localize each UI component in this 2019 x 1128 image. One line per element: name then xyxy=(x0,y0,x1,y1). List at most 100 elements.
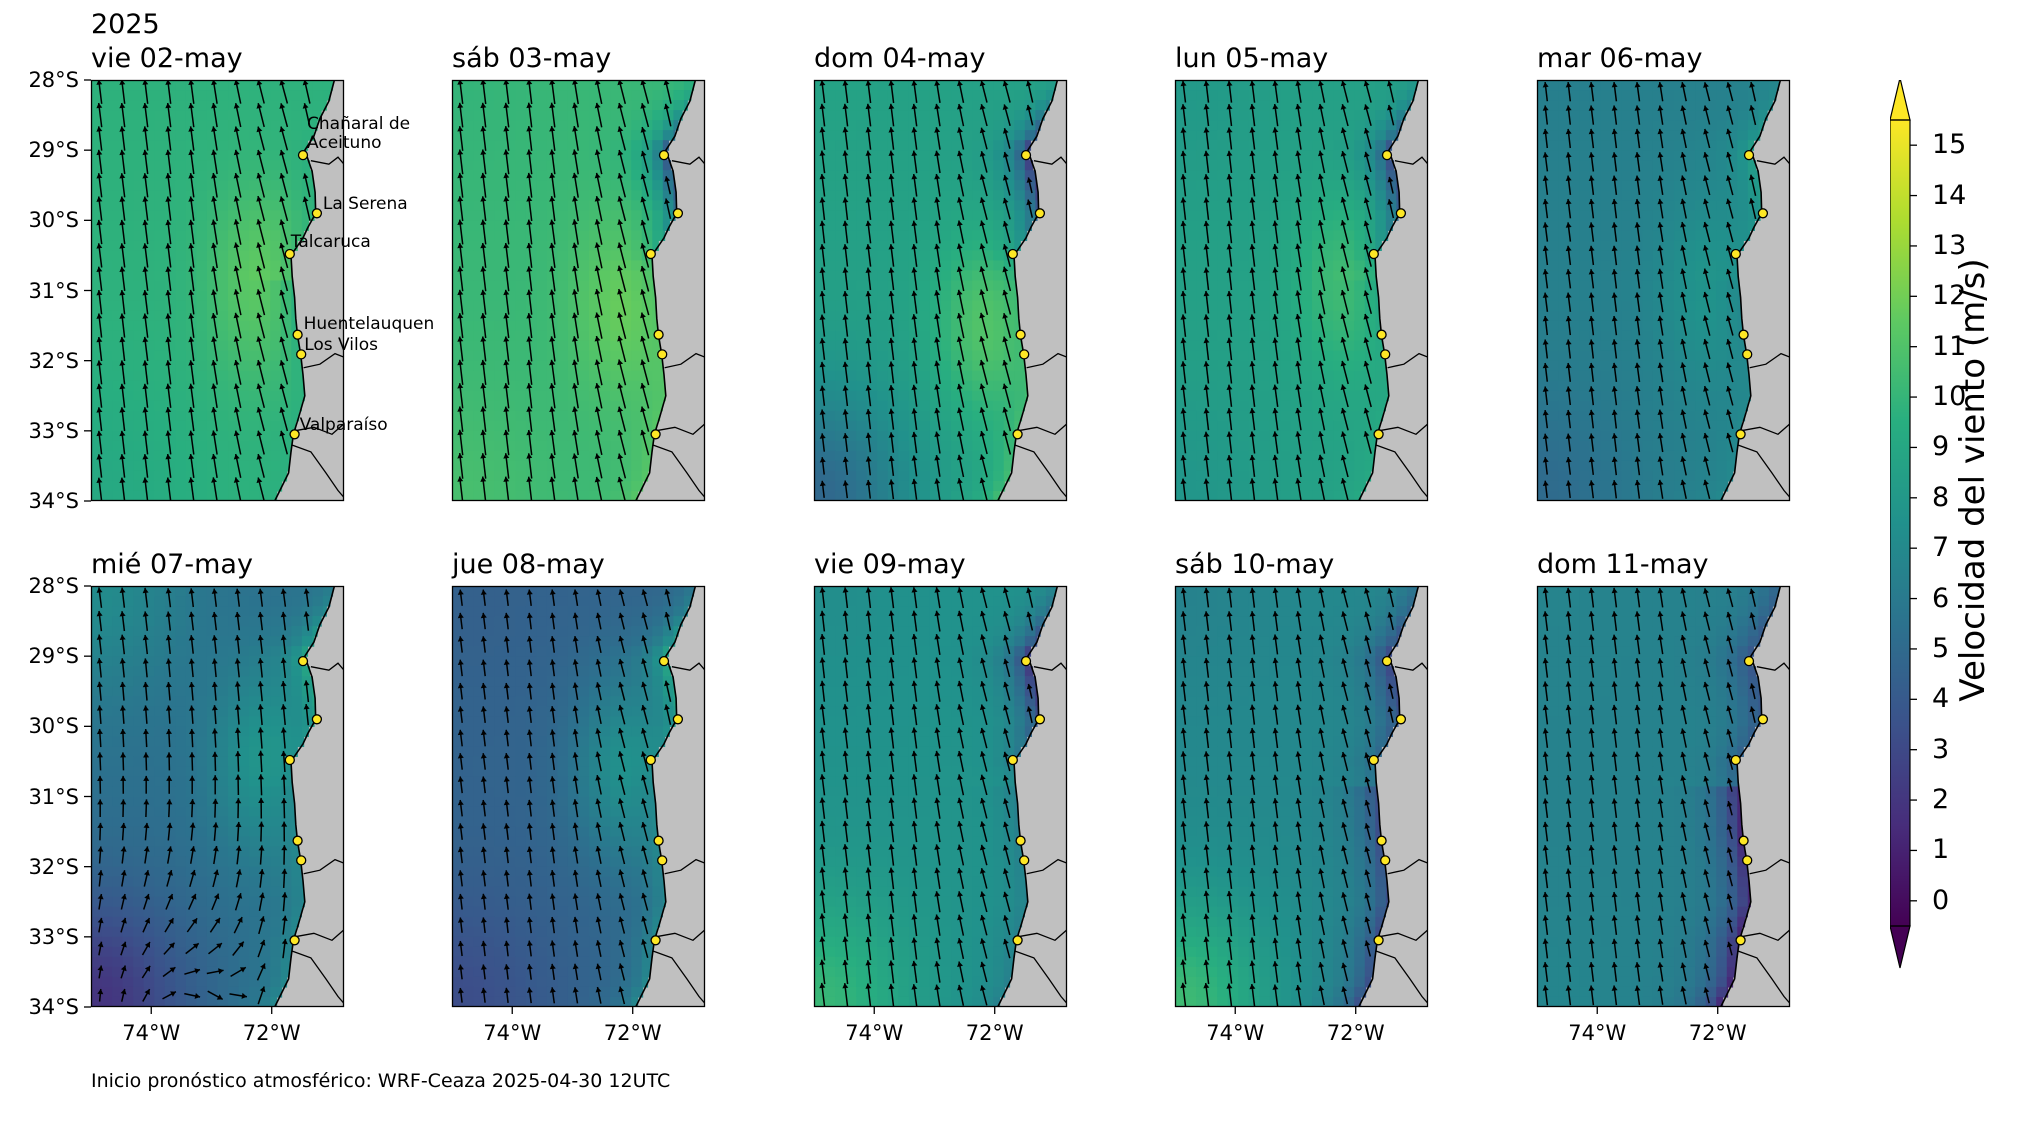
speed-cell xyxy=(814,430,826,442)
wind-arrow-head xyxy=(119,407,126,413)
speed-cell xyxy=(280,100,292,111)
speed-cell xyxy=(1385,380,1388,392)
speed-cell xyxy=(814,240,826,251)
speed-cell xyxy=(525,460,537,472)
wind-arrow-head xyxy=(842,291,849,297)
speed-cell xyxy=(462,290,474,302)
speed-cell xyxy=(1003,440,1015,452)
speed-cell xyxy=(1312,120,1324,131)
wind-arrow-head xyxy=(142,103,149,109)
wind-arrow-head xyxy=(819,433,826,439)
speed-cell xyxy=(1290,90,1303,101)
speed-cell xyxy=(515,440,527,452)
wind-arrow-head xyxy=(888,244,895,250)
speed-cell xyxy=(238,300,250,312)
city-marker xyxy=(653,329,664,340)
wind-arrow-head xyxy=(1226,104,1233,110)
wind-arrow-head xyxy=(1295,174,1302,180)
region-border xyxy=(1387,352,1428,369)
wind-arrow-head xyxy=(1180,220,1187,227)
speed-cell xyxy=(1280,200,1292,211)
wind-arrow-head xyxy=(934,337,941,343)
speed-cell xyxy=(291,180,303,191)
speed-cell xyxy=(1343,230,1355,241)
wind-arrow-head xyxy=(956,266,963,273)
speed-cell xyxy=(1354,390,1366,402)
speed-cell xyxy=(567,210,580,221)
speed-cell xyxy=(1259,450,1271,462)
speed-cell xyxy=(929,240,942,251)
speed-cell xyxy=(1322,360,1334,372)
speed-cell xyxy=(249,320,261,332)
speed-cell xyxy=(887,100,899,111)
speed-cell xyxy=(473,140,485,151)
speed-cell xyxy=(504,170,516,181)
speed-cell xyxy=(154,350,166,362)
wind-arrow-head xyxy=(934,127,941,133)
wind-arrow-head xyxy=(302,173,309,179)
speed-cell xyxy=(1259,130,1271,141)
speed-cell xyxy=(1280,370,1292,382)
speed-cell xyxy=(1610,110,1622,121)
speed-cell xyxy=(101,390,113,402)
speed-cell xyxy=(1301,420,1313,432)
speed-cell xyxy=(1354,260,1366,272)
wind-arrow-head xyxy=(1180,127,1187,133)
speed-cell xyxy=(122,90,134,101)
speed-cell xyxy=(462,360,474,372)
wind-arrow-head xyxy=(911,384,918,391)
speed-cell xyxy=(589,440,601,452)
speed-cell xyxy=(972,330,984,342)
speed-cell xyxy=(866,410,878,422)
speed-cell xyxy=(578,200,590,211)
speed-cell xyxy=(919,300,931,312)
speed-cell xyxy=(599,360,611,372)
speed-cell xyxy=(993,300,1005,312)
speed-cell xyxy=(1014,390,1026,402)
wind-arrow-head xyxy=(1295,314,1302,320)
wind-arrow-head xyxy=(188,80,195,85)
speed-cell xyxy=(1248,200,1260,211)
speed-cell xyxy=(972,260,984,272)
speed-cell xyxy=(1280,380,1292,392)
speed-cell xyxy=(473,210,485,221)
wind-arrow-head xyxy=(1363,197,1370,204)
speed-cell xyxy=(1290,170,1303,181)
wind-arrow-head xyxy=(640,243,647,249)
speed-cell xyxy=(483,110,495,121)
speed-cell xyxy=(1280,160,1292,171)
speed-cell xyxy=(599,120,611,131)
speed-cell xyxy=(940,440,952,452)
speed-cell xyxy=(143,420,155,432)
speed-cell xyxy=(1375,240,1382,251)
speed-cell xyxy=(557,220,569,231)
speed-cell xyxy=(1301,150,1313,161)
speed-cell xyxy=(217,120,229,131)
speed-cell xyxy=(610,460,622,472)
wind-arrow-head xyxy=(1272,408,1279,414)
speed-cell xyxy=(856,450,868,462)
speed-cell xyxy=(1227,430,1239,442)
speed-cell xyxy=(578,400,590,412)
speed-cell xyxy=(1227,110,1239,121)
wind-arrow-head xyxy=(842,244,849,250)
speed-cell xyxy=(1589,110,1601,121)
speed-cell xyxy=(515,150,527,161)
speed-cell xyxy=(164,170,176,181)
speed-cell xyxy=(898,170,910,181)
wind-arrow-head xyxy=(617,173,624,179)
speed-cell xyxy=(589,170,601,181)
speed-cell xyxy=(1652,120,1665,131)
wind-arrow-head xyxy=(1226,314,1233,320)
wind-arrow-head xyxy=(1226,455,1233,461)
map-panel: mar 06-may xyxy=(1536,43,1791,502)
speed-cell xyxy=(494,440,506,452)
wind-arrow-head xyxy=(640,196,647,203)
speed-cell xyxy=(845,420,857,432)
speed-cell xyxy=(473,80,485,91)
speed-cell xyxy=(249,240,261,251)
speed-cell xyxy=(961,310,973,322)
speed-cell xyxy=(217,410,229,422)
speed-cell xyxy=(567,360,580,372)
speed-cell xyxy=(1663,100,1675,111)
